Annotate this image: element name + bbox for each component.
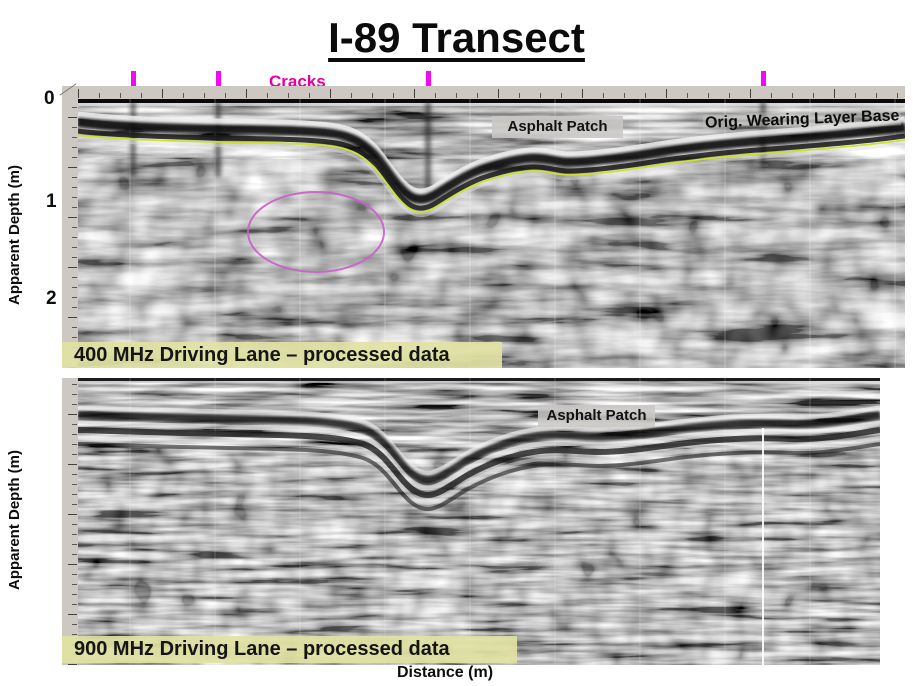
depth-ruler-900 <box>62 378 78 665</box>
depth-ruler <box>62 99 78 368</box>
panel-900mhz: 900 MHz Driving Lane – processed data <box>62 378 880 665</box>
radargram-400mhz <box>78 99 905 368</box>
distance-ruler <box>59 83 905 99</box>
caption-400mhz: 400 MHz Driving Lane – processed data <box>62 342 502 368</box>
anomaly-ellipse <box>247 191 385 273</box>
asphalt-patch-label-bottom: Asphalt Patch <box>538 405 655 427</box>
depth-tick-2: 2 <box>46 288 57 309</box>
radargram-900mhz <box>78 378 880 665</box>
panel-400mhz: 400 MHz Driving Lane – processed data <box>59 83 905 368</box>
page-title: I-89 Transect <box>328 14 585 61</box>
y-axis-label-bottom: Apparent Depth (m) <box>6 450 23 591</box>
depth-tick-0: 0 <box>44 88 55 109</box>
x-axis-label: Distance (m) <box>397 664 494 681</box>
depth-tick-1: 1 <box>46 191 57 212</box>
y-axis-label-top: Apparent Depth (m) <box>6 165 23 306</box>
asphalt-patch-label-top: Asphalt Patch <box>492 116 623 138</box>
caption-900mhz: 900 MHz Driving Lane – processed data <box>62 636 517 663</box>
